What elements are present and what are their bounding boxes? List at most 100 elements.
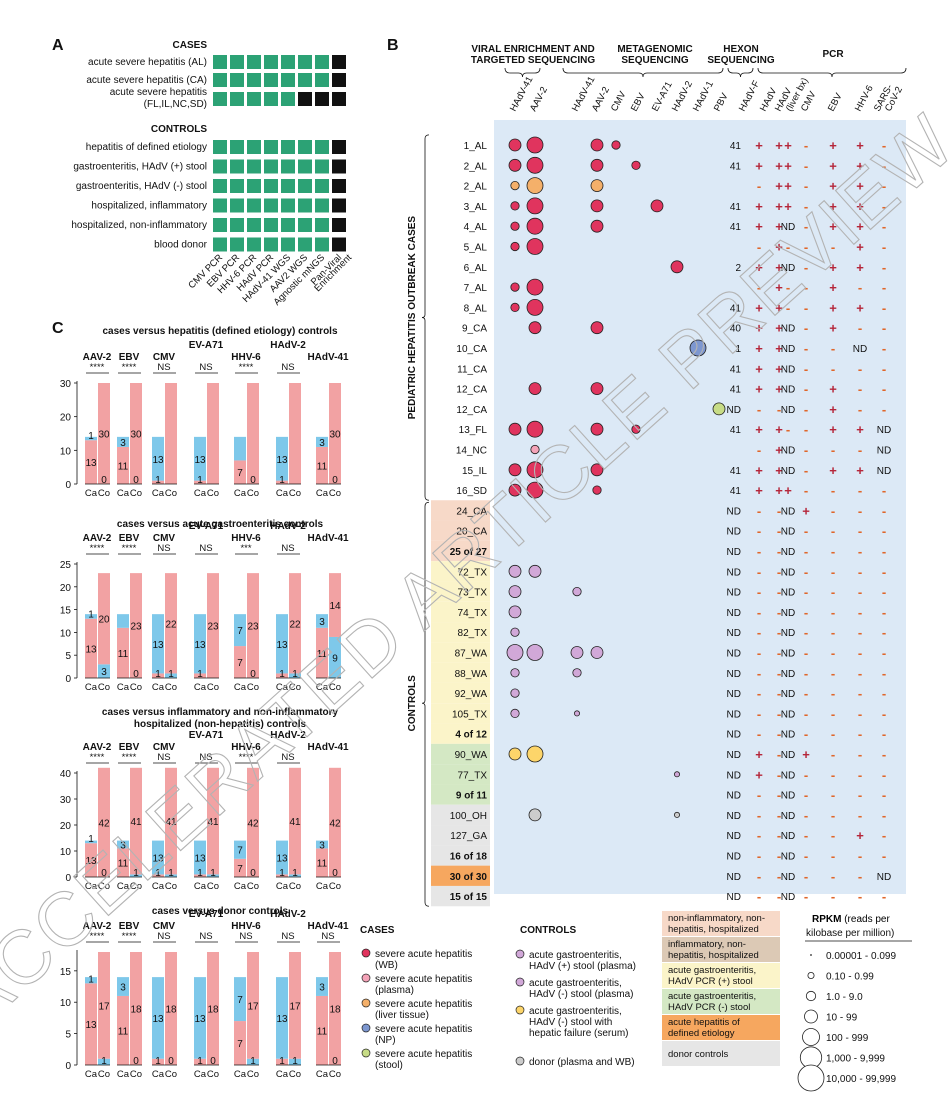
pcr-result: - [804, 321, 808, 336]
panel-a-cell [315, 237, 329, 252]
case-positive-bar [152, 673, 164, 678]
rpkm-bubble [526, 745, 544, 763]
pcr-result: ND [877, 425, 891, 436]
bar-count-label: 0 [250, 475, 256, 486]
ctrl-negative-bar [98, 767, 110, 877]
x-category-label: Co [289, 682, 301, 693]
pcr-result: - [804, 828, 808, 843]
pcr-result: - [804, 767, 808, 782]
panel-a-row-label: hepatitis of defined etiology [86, 142, 207, 153]
rpkm-bubble [526, 136, 544, 154]
rpkm-bubble [510, 688, 520, 698]
ctrl-positive-bar [98, 664, 110, 678]
rpkm-bubble [526, 461, 544, 479]
pcr-result: - [858, 483, 862, 498]
hexon-value: 41 [730, 364, 742, 375]
y-tick-label: 15 [60, 606, 72, 617]
panel-a-cell [315, 73, 329, 87]
virus-header: HAdV-2 [270, 730, 306, 741]
rpkm-bubble [590, 422, 604, 436]
significance-label: NS [281, 931, 294, 942]
bar-count-label: 13 [152, 640, 164, 651]
pcr-result: - [858, 321, 862, 336]
panel-a-cell [332, 140, 346, 154]
bar-count-label: 13 [194, 1014, 206, 1025]
rpkm-bubble [508, 483, 522, 497]
pcr-result: ND [781, 446, 795, 457]
pcr-result: - [858, 727, 862, 742]
rpkm-bubble [590, 179, 604, 193]
pcr-result: - [804, 605, 808, 620]
virus-header: CMV [153, 352, 176, 363]
rpkm-bubble [526, 217, 544, 235]
pcr-result: ND [781, 872, 795, 883]
row-label-background [431, 520, 490, 541]
row-label: 74_TX [458, 608, 488, 619]
row-label: 8_AL [464, 303, 488, 314]
pcr-result: - [831, 849, 835, 864]
hexon-value: ND [727, 750, 741, 761]
case-positive-bar [234, 460, 246, 484]
legend-text: hepatitis, hospitalized [668, 950, 759, 961]
ctrl-negative-bar [289, 767, 301, 875]
pcr-result: + [829, 260, 837, 275]
panel-a-cell [298, 73, 312, 87]
pcr-result: + [755, 199, 763, 214]
ctrl-negative-bar [289, 383, 301, 484]
legend-swatch [515, 949, 525, 959]
ctrl-negative-bar [289, 952, 301, 1059]
legend-text: donor controls [668, 1049, 728, 1060]
pcr-result: - [757, 280, 761, 295]
bar-count-label: 22 [165, 619, 177, 630]
panel-a-cell [332, 92, 346, 106]
significance-label: NS [157, 931, 170, 942]
rpkm-bubble [508, 138, 522, 152]
ctrl-negative-bar [207, 767, 219, 875]
pcr-result: ND [781, 750, 795, 761]
case-negative-bar [234, 614, 246, 647]
pcr-result: - [757, 605, 761, 620]
legend-swatch [361, 973, 371, 983]
pcr-result: - [804, 219, 808, 234]
case-positive-bar [316, 995, 328, 1065]
pcr-result: - [831, 646, 835, 661]
pcr-result: - [804, 686, 808, 701]
panel-a-cell [213, 140, 227, 154]
ctrl-negative-bar [207, 573, 219, 678]
virus-header: EV-A71 [189, 909, 224, 920]
pcr-result: - [804, 808, 808, 823]
panel-a-cell [315, 218, 329, 232]
pcr-result: + [755, 321, 763, 336]
pcr-result: - [882, 158, 886, 173]
pcr-result: + [784, 158, 792, 173]
hexon-value: 41 [730, 222, 742, 233]
legend-text: HAdV (-) stool with [529, 1017, 612, 1028]
pcr-result: - [786, 300, 790, 315]
case-positive-bar [152, 874, 164, 877]
row-label: 105_TX [452, 709, 487, 720]
bar-count-label: 1 [279, 669, 285, 680]
pcr-result: ND [781, 364, 795, 375]
panel-a-cell [332, 218, 346, 232]
virus-header: HHV-6 [231, 352, 261, 363]
bar-count-label: 11 [317, 461, 328, 472]
legend-group-swatch [662, 1015, 780, 1040]
pcr-result: - [804, 625, 808, 640]
x-category-label: Co [165, 682, 177, 693]
significance-label: NS [321, 931, 334, 942]
pcr-result: - [804, 869, 808, 884]
legend-text: acute hepatitis of [668, 1017, 740, 1028]
bar-count-label: 0 [101, 475, 107, 486]
case-negative-bar [316, 840, 328, 849]
pcr-result: - [858, 402, 862, 417]
group-header: METAGENOMIC [617, 44, 692, 55]
legend-text: 10,000 - 99,999 [826, 1074, 896, 1085]
ctrl-negative-bar [247, 573, 259, 678]
panel-a-cell [281, 179, 295, 193]
ctrl-negative-bar [247, 952, 259, 1059]
bar-count-label: 0 [332, 475, 338, 486]
panel-a-cell [315, 140, 329, 154]
rpkm-bubble [526, 278, 544, 296]
pcr-result: - [858, 666, 862, 681]
pcr-result: + [829, 402, 837, 417]
